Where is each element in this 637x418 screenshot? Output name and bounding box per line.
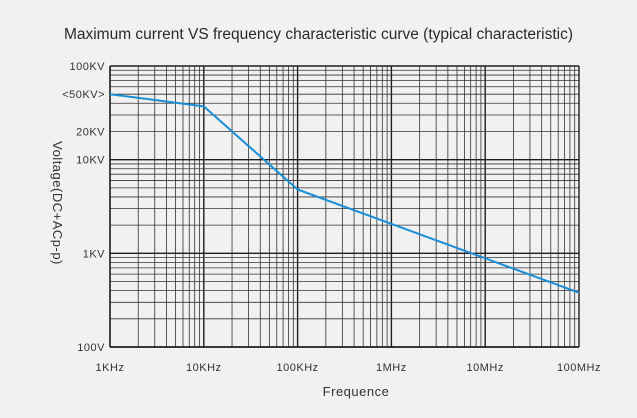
y-axis-label: Voltage(DC+ACp-p): [50, 141, 65, 265]
grid: [109, 65, 580, 348]
x-axis-label: Frequence: [323, 384, 390, 399]
y-tick-label: 100V: [77, 342, 105, 354]
x-tick-label: 1KHz: [96, 362, 125, 374]
x-tick-label: 10MHz: [467, 362, 504, 374]
y-tick-label: 1KV: [83, 248, 105, 260]
y-tick-label: 100KV: [69, 61, 105, 73]
y-tick-label: <50KV>: [62, 89, 105, 101]
series-lines: [109, 93, 580, 294]
chart-title: Maximum current VS frequency characteris…: [63, 26, 574, 43]
x-tick-label: 10KHz: [186, 362, 222, 374]
series-line: [109, 93, 580, 294]
y-tick-label: 20KV: [76, 126, 105, 138]
x-tick-label: 1MHz: [376, 362, 407, 374]
x-tick-label: 100KHz: [277, 362, 319, 374]
x-tick-label: 100MHz: [557, 362, 601, 374]
tick-labels: 1KHz 10KHz 100KHz 1MHz 10MHz 100MHz 100KV <50KV…: [62, 61, 601, 374]
y-tick-label: 10KV: [76, 155, 105, 167]
